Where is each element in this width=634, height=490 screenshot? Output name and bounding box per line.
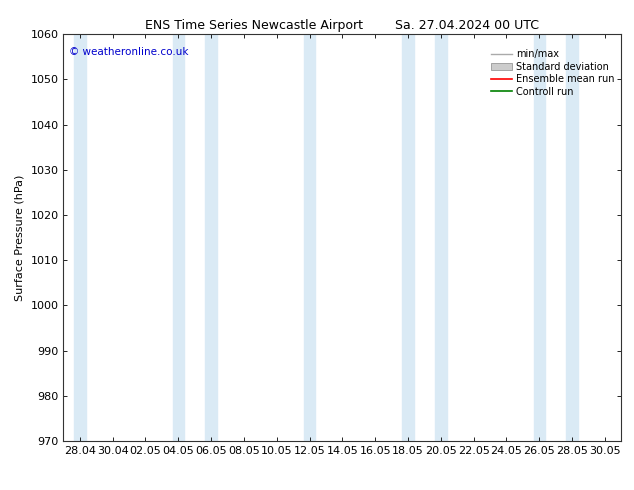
Bar: [205, 34, 217, 441]
Legend: min/max, Standard deviation, Ensemble mean run, Controll run: min/max, Standard deviation, Ensemble me…: [489, 48, 616, 98]
Bar: [402, 34, 414, 441]
Bar: [566, 34, 578, 441]
Bar: [304, 34, 315, 441]
Bar: [435, 34, 446, 441]
Bar: [534, 34, 545, 441]
Bar: [172, 34, 184, 441]
Text: © weatheronline.co.uk: © weatheronline.co.uk: [69, 47, 188, 56]
Bar: [74, 34, 86, 441]
Y-axis label: Surface Pressure (hPa): Surface Pressure (hPa): [15, 174, 25, 301]
Title: ENS Time Series Newcastle Airport        Sa. 27.04.2024 00 UTC: ENS Time Series Newcastle Airport Sa. 27…: [145, 19, 540, 32]
